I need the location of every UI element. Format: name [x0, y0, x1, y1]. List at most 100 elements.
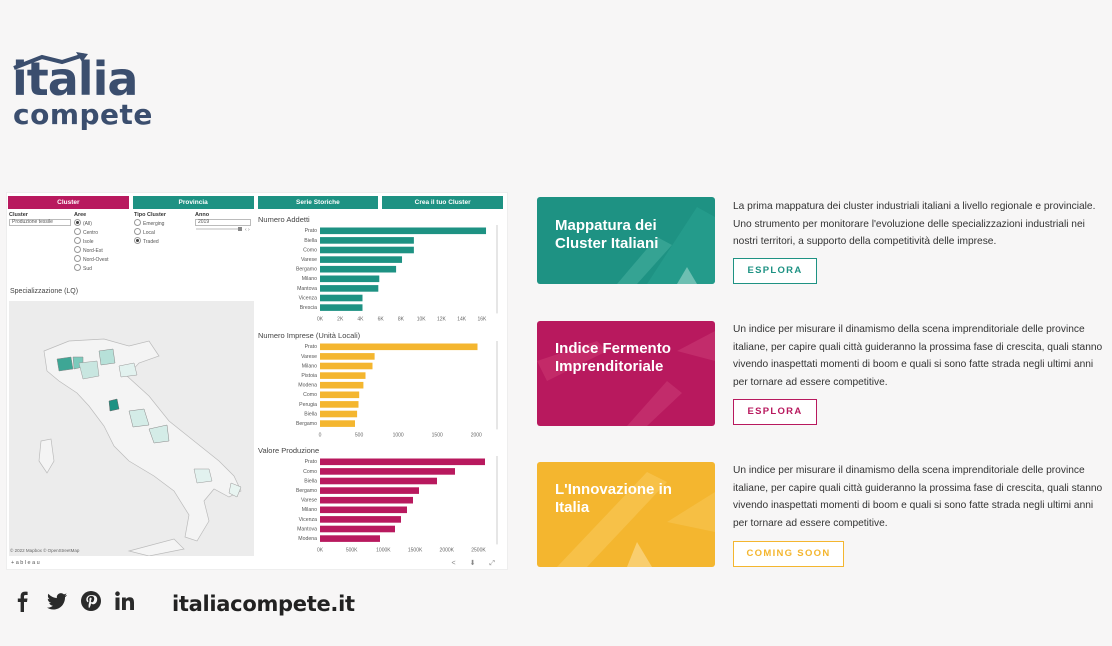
- site-url[interactable]: italiacompete.it: [172, 592, 355, 616]
- tableau-logo[interactable]: +ableau: [11, 560, 42, 566]
- tableau-dashboard[interactable]: Cluster Provincia Serie Storiche Crea il…: [6, 192, 508, 570]
- card-mappatura[interactable]: Mappatura dei Cluster Italiani: [537, 197, 715, 284]
- tipo-filter-label: Tipo Cluster: [134, 212, 166, 218]
- bar-label: Como: [303, 392, 317, 398]
- chart-numero-imprese-plot[interactable]: Prato Varese Milano Pistoia Modena Como Perugi…: [258, 341, 498, 441]
- chart-numero-imprese: Numero Imprese (Unità Locali) Prato Vares…: [258, 331, 504, 441]
- tick-label: 2K: [337, 316, 344, 322]
- bar: [320, 506, 407, 514]
- bar-label: Biella: [304, 478, 317, 484]
- anno-filter: Anno 2019 ‹ ›: [195, 212, 253, 234]
- tick-label: 12K: [437, 316, 447, 322]
- bar: [320, 362, 373, 370]
- bar: [320, 246, 414, 254]
- cluster-filter: Cluster Produzione tessile: [9, 212, 71, 226]
- tick-label: 0: [319, 432, 322, 438]
- bar-label: Como: [303, 247, 317, 253]
- bar-label: Modena: [298, 383, 317, 389]
- pinterest-icon[interactable]: [80, 590, 102, 612]
- chart-numero-addetti: Numero Addetti Prato Biella Como Varese Berg…: [258, 215, 504, 325]
- svg-text:‹ ›: ‹ ›: [245, 227, 250, 232]
- twitter-icon[interactable]: [46, 590, 68, 612]
- social-links: [12, 590, 136, 612]
- aree-filter-label: Aree: [74, 212, 87, 218]
- aree-filter: Aree (All) Centro Isole Nord-Est Nord-Ov…: [74, 212, 109, 273]
- bar: [320, 304, 363, 311]
- bar: [320, 353, 375, 360]
- bar-label: Modena: [298, 536, 317, 542]
- chart-valore-produzione: Valore Produzione Prato Como Biella Bergamo…: [258, 446, 504, 556]
- bar-label: Vicenza: [299, 517, 317, 523]
- tick-label: 500K: [346, 547, 358, 553]
- tick-label: 14K: [457, 316, 467, 322]
- card-title: Mappatura dei Cluster Italiani: [555, 217, 658, 253]
- tipo-filter: Tipo Cluster Emerging Local Traded: [134, 212, 166, 246]
- bar-label: Milano: [302, 507, 317, 513]
- tab-cluster[interactable]: Cluster: [8, 196, 129, 209]
- bar-label: Brescia: [300, 305, 317, 311]
- linkedin-icon[interactable]: [114, 590, 136, 612]
- anno-slider[interactable]: ‹ ›: [195, 226, 253, 233]
- anno-input[interactable]: 2019: [195, 219, 251, 226]
- anno-filter-label: Anno: [195, 212, 210, 218]
- map-title: Specializzazione (LQ): [10, 288, 79, 295]
- tab-serie-storiche[interactable]: Serie Storiche: [257, 196, 379, 209]
- facebook-icon[interactable]: [12, 590, 34, 612]
- chart-scrollbar: [496, 225, 498, 314]
- aree-option[interactable]: Centro: [74, 228, 109, 237]
- dashboard-toolbar-icons[interactable]: < ⬇ ⤢: [451, 560, 501, 567]
- chart-numero-addetti-plot[interactable]: Prato Biella Como Varese Bergamo Milano Mantov…: [258, 225, 498, 325]
- esplora-button[interactable]: ESPLORA: [733, 258, 817, 284]
- logo[interactable]: italia compete: [12, 52, 162, 134]
- bar: [320, 372, 366, 379]
- tab-provincia[interactable]: Provincia: [132, 196, 254, 209]
- esplora-button[interactable]: ESPLORA: [733, 399, 817, 425]
- tick-label: 10K: [417, 316, 427, 322]
- tick-label: 1500: [432, 432, 443, 438]
- chart-title: Numero Addetti: [258, 215, 310, 224]
- bar: [320, 420, 355, 427]
- card-background-arrows: [537, 321, 715, 426]
- tipo-option[interactable]: Local: [134, 228, 166, 237]
- aree-option[interactable]: Nord-Est: [74, 246, 109, 255]
- italy-map[interactable]: [9, 301, 254, 556]
- bar: [320, 458, 485, 466]
- aree-option[interactable]: Isole: [74, 237, 109, 246]
- aree-option[interactable]: Nord-Ovest: [74, 255, 109, 264]
- tab-crea-cluster[interactable]: Crea il tuo Cluster: [382, 196, 503, 209]
- card-fermento[interactable]: Indice Fermento Imprenditoriale: [537, 321, 715, 426]
- bar-label: Bergamo: [296, 488, 317, 494]
- card-title-line: Cluster Italiani: [555, 235, 659, 252]
- tipo-option[interactable]: Traded: [134, 237, 166, 246]
- card-background-arrows: [537, 197, 715, 284]
- bar-label: Vicenza: [299, 295, 317, 301]
- tick-label: 0K: [317, 547, 324, 553]
- bar: [320, 381, 364, 389]
- bar-label: Varese: [301, 498, 317, 504]
- bar-label: Prato: [305, 344, 318, 350]
- chart-title: Valore Produzione: [258, 446, 320, 455]
- card-description: Un indice per misurare il dinamismo dell…: [733, 465, 1103, 529]
- bar: [320, 227, 487, 235]
- card-innovazione[interactable]: L'Innovazione in Italia: [537, 462, 715, 567]
- tick-label: 8K: [398, 316, 405, 322]
- aree-option[interactable]: Sud: [74, 264, 109, 273]
- bar-label: Como: [303, 469, 317, 475]
- chart-scrollbar: [496, 456, 498, 545]
- bar: [320, 391, 360, 399]
- bar-label: Prato: [305, 228, 318, 234]
- bar: [320, 265, 397, 273]
- aree-option[interactable]: (All): [74, 219, 109, 228]
- bar: [320, 410, 358, 418]
- bar-label: Prato: [305, 459, 318, 465]
- chart-valore-produzione-plot[interactable]: Prato Como Biella Bergamo Varese Milano Vicenz…: [258, 456, 498, 556]
- coming-soon-button[interactable]: COMING SOON: [733, 541, 844, 567]
- bar-label: Mantova: [297, 286, 317, 292]
- tick-label: 1000K: [376, 547, 391, 553]
- map-credit: © 2022 Mapbox © OpenStreetMap: [10, 548, 80, 553]
- bar-label: Bergamo: [296, 421, 317, 427]
- tipo-option[interactable]: Emerging: [134, 219, 166, 228]
- bar: [320, 535, 380, 542]
- cluster-select[interactable]: Produzione tessile: [9, 219, 71, 226]
- bar: [320, 285, 379, 292]
